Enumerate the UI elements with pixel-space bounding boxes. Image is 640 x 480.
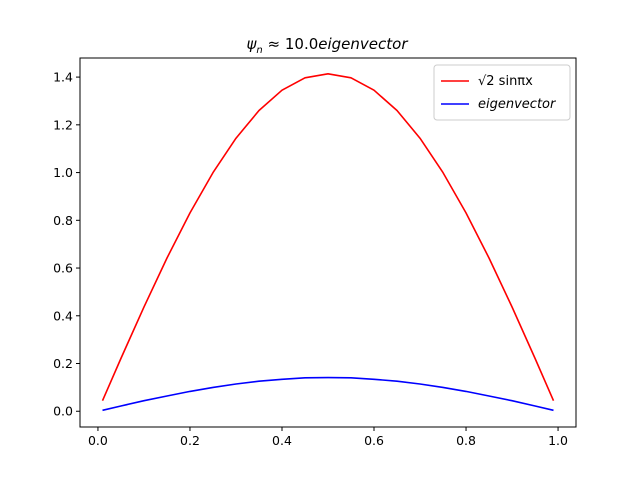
series-line-sqrt2-sinpix (101, 73, 555, 402)
x-tick-label: 0.0 (88, 433, 108, 448)
y-tick-label: 0.0 (53, 404, 73, 419)
x-tick-label: 0.8 (456, 433, 476, 448)
series-lines (101, 73, 555, 412)
legend-label-sqrt2-sinpix: √2 sinπx (478, 74, 533, 89)
y-axis-ticks: 0.0 0.2 0.4 0.6 0.8 1.0 1.2 1.4 (53, 70, 80, 419)
y-tick-label: 1.0 (53, 165, 73, 180)
x-tick-label: 1.0 (548, 433, 568, 448)
x-axis-ticks: 0.0 0.2 0.4 0.6 0.8 1.0 (88, 427, 568, 448)
y-tick-label: 1.2 (53, 117, 73, 132)
y-tick-label: 0.4 (53, 308, 73, 323)
title-psi: ψ (247, 35, 258, 53)
title-subscript: n (256, 45, 262, 56)
plot-frame (79, 57, 577, 428)
title-approx: ≈ 10.0 (263, 35, 319, 53)
legend: √2 sinπx eigenvector (433, 64, 571, 121)
y-tick-label: 0.6 (53, 261, 73, 276)
legend-label-eigenvector: eigenvector (478, 97, 557, 112)
chart-title: ψn ≈ 10.0eigenvector (247, 35, 409, 56)
x-tick-label: 0.6 (364, 433, 384, 448)
legend-box (433, 64, 571, 121)
y-tick-label: 1.4 (53, 70, 73, 85)
y-tick-label: 0.2 (53, 356, 73, 371)
x-tick-label: 0.2 (180, 433, 200, 448)
series-line-eigenvector (102, 376, 554, 412)
x-tick-label: 0.4 (272, 433, 292, 448)
y-tick-label: 0.8 (53, 213, 73, 228)
title-eigenvector: eigenvector (318, 35, 408, 53)
